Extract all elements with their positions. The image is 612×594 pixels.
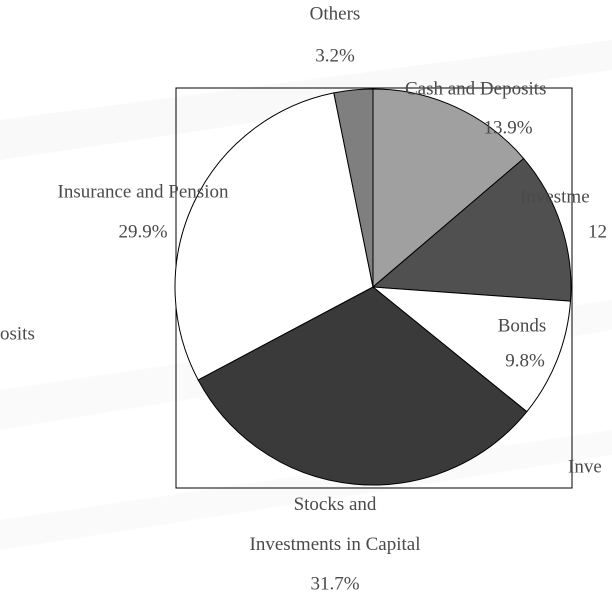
slice-label: Investme xyxy=(520,186,590,207)
slice-label: Stocks and Investments in Capital xyxy=(250,494,421,555)
annotation: Inve xyxy=(568,456,602,477)
pie xyxy=(174,88,572,486)
pie-slice xyxy=(371,157,572,302)
pie-slice xyxy=(371,286,572,413)
pie-slice xyxy=(372,88,525,289)
annotation: osits xyxy=(0,323,35,344)
slice-label: Insurance and Pension xyxy=(58,181,229,202)
value-label: 29.9% xyxy=(118,221,167,242)
value-label: 9.8% xyxy=(505,350,545,371)
value-label: 3.2% xyxy=(315,45,355,66)
slice-label: Bonds xyxy=(498,315,547,336)
slice-label: Cash and Deposits xyxy=(405,78,546,99)
labels: Cash and Deposits 13.9% Investme 12 Bonds 9.8… xyxy=(0,3,607,594)
slice-label: Others xyxy=(310,3,361,24)
pie-slice xyxy=(174,92,374,381)
value-label: 13.9% xyxy=(483,117,532,138)
pie-slice xyxy=(333,88,374,288)
value-label: 12 xyxy=(588,221,607,242)
value-label: 31.7% xyxy=(310,573,359,594)
